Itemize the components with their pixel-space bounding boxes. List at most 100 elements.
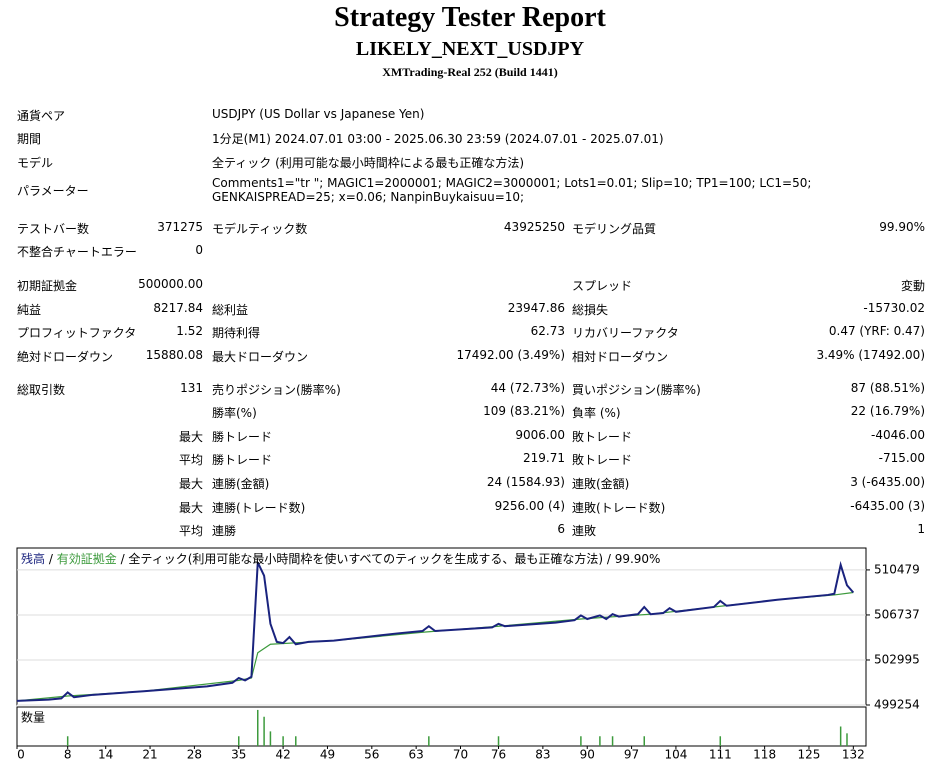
stat-label: 純益: [17, 303, 42, 317]
setting-value: USDJPY (US Dollar vs Japanese Yen): [212, 107, 425, 121]
volume-label: 数量: [21, 710, 45, 725]
stat-value: 23947.86: [507, 301, 565, 315]
stat-label: 総利益: [212, 303, 249, 317]
stat-value: 24 (1584.93): [486, 475, 565, 489]
setting-value: 全ティック (利用可能な最小時間枠による最も正確な方法): [212, 156, 525, 170]
x-tick-label: 63: [409, 748, 424, 762]
stat-label: 買いポジション(勝率%): [572, 383, 701, 397]
stat-label: 期待利得: [212, 326, 261, 340]
stat-value: 1.52: [176, 324, 203, 338]
stat-label: 負率 (%): [572, 406, 621, 420]
x-tick-label: 104: [664, 748, 687, 762]
stat-value: 87 (88.51%): [850, 381, 925, 395]
x-tick-label: 28: [187, 748, 202, 762]
stat-value: 最大: [178, 477, 203, 491]
stat-label: 連勝: [212, 524, 237, 538]
stat-label: リカバリーファクタ: [572, 326, 679, 340]
stat-value: 3.49% (17492.00): [816, 348, 925, 362]
stat-value: 1: [917, 522, 925, 536]
stat-value: 43925250: [503, 220, 565, 234]
stat-label: プロフィットファクタ: [17, 326, 137, 340]
stat-value: 99.90%: [879, 220, 925, 234]
stat-value: 8217.84: [153, 301, 203, 315]
x-tick-label: 125: [798, 748, 821, 762]
legend-equity: 有効証拠金: [57, 551, 117, 566]
stat-value: -715.00: [878, 451, 925, 465]
y-tick-label: 502995: [874, 652, 920, 666]
x-tick-label: 21: [142, 748, 157, 762]
setting-label: モデル: [17, 156, 54, 170]
stat-label: 不整合チャートエラー: [17, 245, 137, 259]
x-tick-label: 118: [753, 748, 776, 762]
x-tick-label: 0: [17, 748, 25, 762]
stat-value: 6: [557, 522, 565, 536]
stat-label: 総損失: [572, 303, 609, 317]
x-tick-label: 111: [709, 748, 732, 762]
stat-value: 371275: [157, 220, 203, 234]
stat-label: 勝トレード: [212, 453, 273, 467]
stat-label: 連敗(金額): [572, 477, 630, 491]
setting-value: Comments1="tr "; MAGIC1=2000001; MAGIC2=…: [212, 176, 812, 204]
stat-value: 平均: [178, 524, 203, 538]
x-tick-label: 70: [453, 748, 468, 762]
x-tick-label: 49: [320, 748, 335, 762]
stat-value: 変動: [900, 279, 925, 293]
subtitle: LIKELY_NEXT_USDJPY: [355, 38, 585, 60]
stat-value: -15730.02: [863, 301, 925, 315]
series-line: [16, 591, 854, 702]
x-tick-label: 132: [842, 748, 865, 762]
stat-value: 500000.00: [138, 277, 203, 291]
stat-label: 絶対ドローダウン: [17, 350, 114, 364]
stat-label: 勝トレード: [212, 430, 273, 444]
stat-value: 9256.00 (4): [494, 499, 565, 513]
stat-value: 22 (16.79%): [850, 404, 925, 418]
legend-description: / 全ティック(利用可能な最小時間枠を使いすべてのティックを生成する、最も正確な…: [121, 551, 661, 566]
stat-value: 17492.00 (3.49%): [456, 348, 565, 362]
setting-label: 通貨ペア: [17, 109, 66, 123]
title: Strategy Tester Report: [334, 2, 606, 33]
stat-label: 敗トレード: [572, 453, 633, 467]
stat-value: 最大: [178, 501, 203, 515]
stat-label: モデリング品質: [572, 222, 657, 236]
stat-label: 連勝(金額): [212, 477, 270, 491]
stat-label: 総取引数: [17, 383, 66, 397]
legend-separator: /: [49, 552, 54, 566]
build: XMTrading-Real 252 (Build 1441): [382, 65, 558, 79]
stat-label: スプレッド: [572, 279, 633, 293]
setting-label: 期間: [17, 132, 42, 146]
x-tick-label: 56: [364, 748, 379, 762]
stat-label: 勝率(%): [212, 406, 257, 420]
stat-label: モデルティック数: [212, 222, 308, 236]
stat-value: 平均: [178, 453, 203, 467]
x-tick-label: 42: [275, 748, 290, 762]
stat-value: 44 (72.73%): [490, 381, 565, 395]
stat-label: 連勝(トレード数): [212, 501, 306, 515]
stat-label: 相対ドローダウン: [572, 350, 669, 364]
x-tick-label: 76: [491, 748, 506, 762]
volume-frame: [16, 706, 867, 747]
legend: 残高 / 有効証拠金 / 全ティック(利用可能な最小時間枠を使いすべてのティック…: [21, 551, 664, 566]
setting-label: パラメーター: [17, 184, 89, 198]
stat-value: 0: [195, 243, 203, 257]
x-tick-label: 97: [624, 748, 639, 762]
x-tick-label: 90: [580, 748, 595, 762]
stat-label: 初期証拠金: [17, 279, 78, 293]
stat-label: 売りポジション(勝率%): [212, 383, 341, 397]
stat-value: 131: [180, 381, 203, 395]
stat-value: 9006.00: [515, 428, 565, 442]
stat-value: -4046.00: [871, 428, 925, 442]
x-tick-label: 35: [231, 748, 246, 762]
stat-value: -6435.00 (3): [850, 499, 925, 513]
stat-value: 最大: [178, 430, 203, 444]
stat-value: 109 (83.21%): [483, 404, 565, 418]
y-tick-label: 499254: [874, 698, 920, 712]
y-tick-label: 510479: [874, 562, 920, 576]
stat-label: テストバー数: [17, 222, 90, 236]
stat-value: 219.71: [523, 451, 565, 465]
stat-value: 62.73: [530, 324, 565, 338]
plot-frame: [16, 547, 867, 706]
x-tick-label: 14: [98, 748, 113, 762]
y-tick-label: 506737: [874, 607, 920, 621]
stat-label: 連敗(トレード数): [572, 501, 666, 515]
